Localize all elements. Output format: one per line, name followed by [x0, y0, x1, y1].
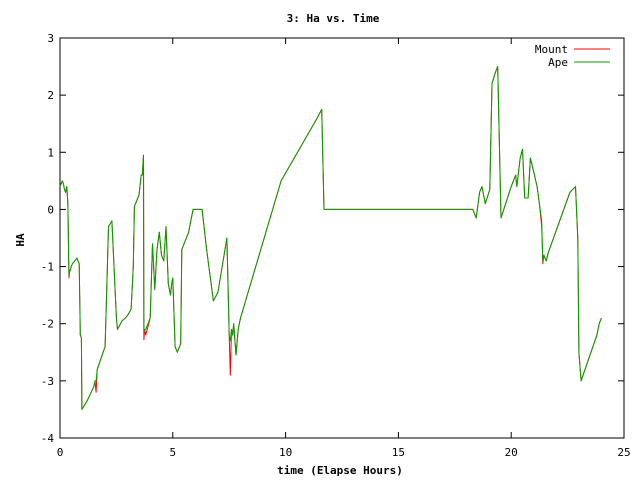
x-axis-label: time (Elapse Hours) — [277, 464, 403, 477]
legend-label: Ape — [548, 56, 568, 69]
x-tick-label: 20 — [505, 446, 518, 459]
y-tick-label: 1 — [47, 146, 54, 159]
y-axis-label: HA — [14, 233, 27, 247]
chart-title: 3: Ha vs. Time — [287, 12, 380, 25]
x-tick-label: 15 — [392, 446, 405, 459]
y-tick-label: 0 — [47, 203, 54, 216]
legend-label: Mount — [535, 43, 568, 56]
y-tick-label: 3 — [47, 32, 54, 45]
series-layer — [59, 66, 602, 410]
x-axis: 0 5 10 15 20 25 — [57, 38, 631, 459]
series-line-mount — [59, 66, 602, 410]
x-tick-label: 5 — [169, 446, 176, 459]
y-tick-label: -1 — [41, 261, 54, 274]
x-tick-label: 25 — [617, 446, 630, 459]
x-tick-label: 0 — [57, 446, 64, 459]
y-tick-label: -3 — [41, 375, 54, 388]
x-tick-label: 10 — [279, 446, 292, 459]
series-line-ape — [59, 66, 602, 410]
plot-frame — [59, 37, 625, 439]
y-tick-label: 2 — [47, 89, 54, 102]
y-axis: -4 -3 -2 -1 0 1 2 3 — [41, 32, 624, 445]
y-tick-label: -2 — [41, 318, 54, 331]
y-tick-label: -4 — [41, 432, 55, 445]
